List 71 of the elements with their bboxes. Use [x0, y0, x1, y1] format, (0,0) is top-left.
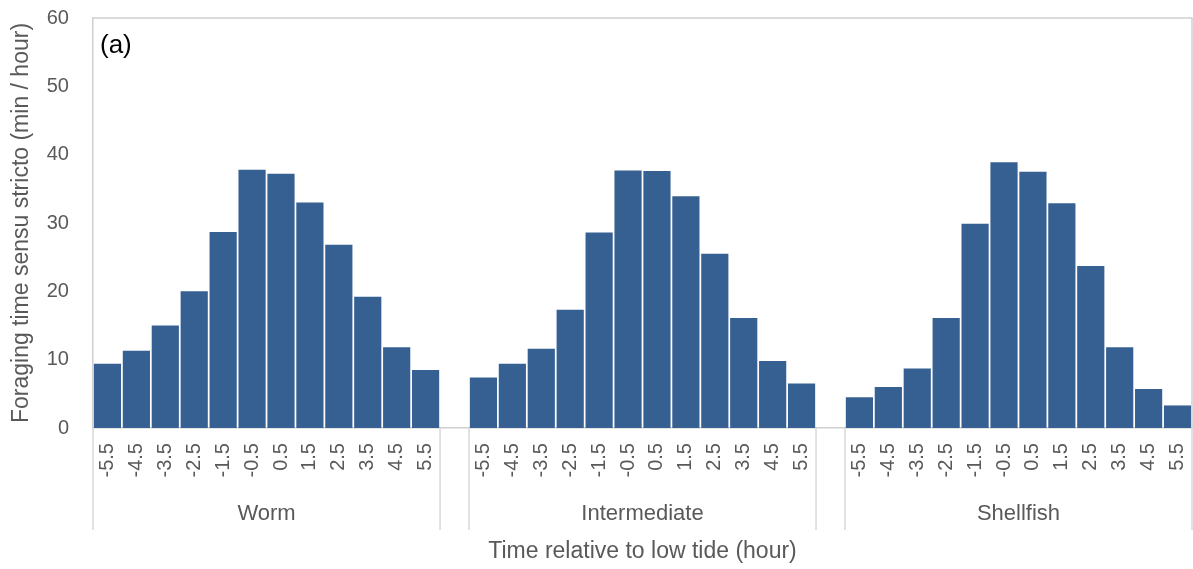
bar — [874, 387, 902, 428]
x-tick-label: 2.5 — [702, 443, 725, 471]
x-tick-label: -2.5 — [181, 443, 204, 478]
text: Intermediate — [581, 500, 704, 526]
x-tick-label: -0.5 — [991, 443, 1014, 478]
x-tick-label: -4.5 — [123, 443, 146, 478]
bar — [730, 317, 758, 428]
x-tick-label: -4.5 — [875, 443, 898, 478]
y-tick-label: 30 — [46, 210, 69, 233]
bar — [122, 350, 150, 428]
x-tick-label: 1.5 — [297, 443, 320, 471]
x-tick-label: -2.5 — [933, 443, 956, 478]
x-tick-label: -1.5 — [962, 443, 985, 478]
y-tick-label: 10 — [46, 347, 69, 370]
y-axis-title: Foraging time sensu stricto (min / hour) — [7, 22, 34, 424]
x-tick-label: -0.5 — [239, 443, 262, 478]
x-tick-label: -0.5 — [615, 443, 638, 478]
text: Worm — [237, 500, 296, 526]
bar — [180, 291, 208, 428]
bar — [759, 361, 787, 428]
x-tick-label: -3.5 — [904, 443, 927, 478]
bar — [1077, 266, 1105, 428]
bar — [498, 363, 526, 428]
bar — [1163, 405, 1192, 428]
x-tick-label: 2.5 — [1078, 443, 1101, 471]
bar — [845, 397, 873, 428]
bar — [383, 347, 411, 428]
bar — [1135, 389, 1163, 428]
x-tick-label: 0.5 — [268, 443, 291, 471]
x-tick-label: -5.5 — [846, 443, 869, 478]
y-tick-label: 50 — [46, 73, 69, 96]
bar — [354, 296, 382, 428]
x-tick-label: -3.5 — [528, 443, 551, 478]
x-tick-label: 0.5 — [644, 443, 667, 471]
x-tick-label: 5.5 — [789, 443, 812, 471]
x-tick-label: 1.5 — [673, 443, 696, 471]
y-tick-label: 0 — [57, 415, 69, 438]
x-tick-label: 5.5 — [413, 443, 436, 471]
x-tick-label: -1.5 — [586, 443, 609, 478]
bar — [556, 309, 584, 428]
x-tick-label: -5.5 — [94, 443, 117, 478]
x-tick-label: 3.5 — [731, 443, 754, 471]
x-tick-label: 3.5 — [355, 443, 378, 471]
x-tick-label: -5.5 — [470, 443, 493, 478]
text: (a) — [100, 29, 132, 60]
x-tick-label: 4.5 — [1136, 443, 1159, 471]
bar — [527, 348, 555, 428]
x-tick-label: 0.5 — [1020, 443, 1043, 471]
x-tick-label: 5.5 — [1165, 443, 1188, 471]
x-tick-label: -2.5 — [557, 443, 580, 478]
x-tick-label: 3.5 — [1107, 443, 1130, 471]
bar — [701, 253, 729, 428]
x-tick-label: 4.5 — [760, 443, 783, 471]
x-tick-label: 1.5 — [1049, 443, 1072, 471]
bar — [1106, 347, 1134, 428]
x-tick-label: 4.5 — [384, 443, 407, 471]
bar — [903, 368, 931, 428]
text: Shellfish — [976, 500, 1061, 526]
bar — [93, 363, 122, 428]
x-tick-label: 2.5 — [326, 443, 349, 471]
x-axis-title: Time relative to low tide (hour) — [488, 536, 797, 563]
y-tick-label: 40 — [46, 142, 69, 165]
bar — [412, 369, 440, 428]
x-tick-label: -4.5 — [499, 443, 522, 478]
bar — [787, 383, 816, 428]
y-tick-label: 60 — [46, 5, 69, 28]
x-tick-label: -1.5 — [210, 443, 233, 478]
y-tick-label: 20 — [46, 278, 69, 301]
x-tick-label: -3.5 — [152, 443, 175, 478]
bar — [151, 325, 179, 428]
bar — [469, 377, 498, 428]
